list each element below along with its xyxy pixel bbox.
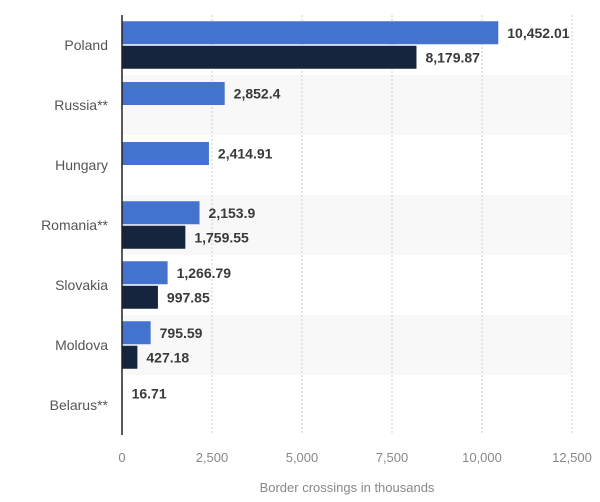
category-label: Belarus** bbox=[50, 397, 109, 413]
category-labels: Poland Russia** Hungary Romania** Slovakia Mo… bbox=[41, 37, 108, 413]
bar bbox=[122, 285, 158, 309]
x-tick-label: 10,000 bbox=[462, 450, 502, 465]
x-tick-label: 12,500 bbox=[552, 450, 592, 465]
category-label: Slovakia bbox=[55, 277, 108, 293]
bar bbox=[122, 82, 225, 105]
data-label: 427.18 bbox=[146, 349, 189, 365]
x-tick-labels: 0 2,500 5,000 7,500 10,000 12,500 bbox=[118, 450, 592, 465]
data-label: 10,452.01 bbox=[507, 25, 569, 41]
bar bbox=[122, 321, 151, 345]
data-label: 1,266.79 bbox=[177, 265, 232, 281]
data-labels: 10,452.01 8,179.87 2,852.4 2,414.91 2,153.9 1… bbox=[132, 25, 570, 402]
category-label: Moldova bbox=[55, 337, 108, 353]
x-axis-title: Border crossings in thousands bbox=[260, 480, 435, 495]
category-label: Hungary bbox=[55, 157, 108, 173]
data-label: 2,153.9 bbox=[209, 205, 256, 221]
bar bbox=[122, 45, 417, 69]
bar bbox=[122, 261, 168, 285]
row-band bbox=[122, 315, 572, 375]
data-label: 997.85 bbox=[167, 289, 210, 305]
category-label: Romania** bbox=[41, 217, 108, 233]
data-label: 2,414.91 bbox=[218, 146, 273, 162]
bars bbox=[122, 21, 499, 405]
bar bbox=[122, 21, 499, 45]
data-label: 2,852.4 bbox=[234, 86, 281, 102]
data-label: 795.59 bbox=[160, 325, 203, 341]
data-label: 1,759.55 bbox=[194, 229, 249, 245]
x-tick-label: 2,500 bbox=[196, 450, 229, 465]
x-tick-label: 5,000 bbox=[286, 450, 319, 465]
category-label: Russia** bbox=[54, 97, 108, 113]
category-label: Poland bbox=[64, 37, 108, 53]
gridlines bbox=[211, 15, 573, 435]
x-tick-label: 0 bbox=[118, 450, 125, 465]
bar bbox=[122, 142, 209, 165]
bar bbox=[122, 201, 200, 225]
bar bbox=[122, 345, 138, 369]
x-tick-label: 7,500 bbox=[376, 450, 409, 465]
data-label: 16.71 bbox=[132, 386, 167, 402]
bar bbox=[122, 225, 186, 249]
data-label: 8,179.87 bbox=[425, 49, 480, 65]
